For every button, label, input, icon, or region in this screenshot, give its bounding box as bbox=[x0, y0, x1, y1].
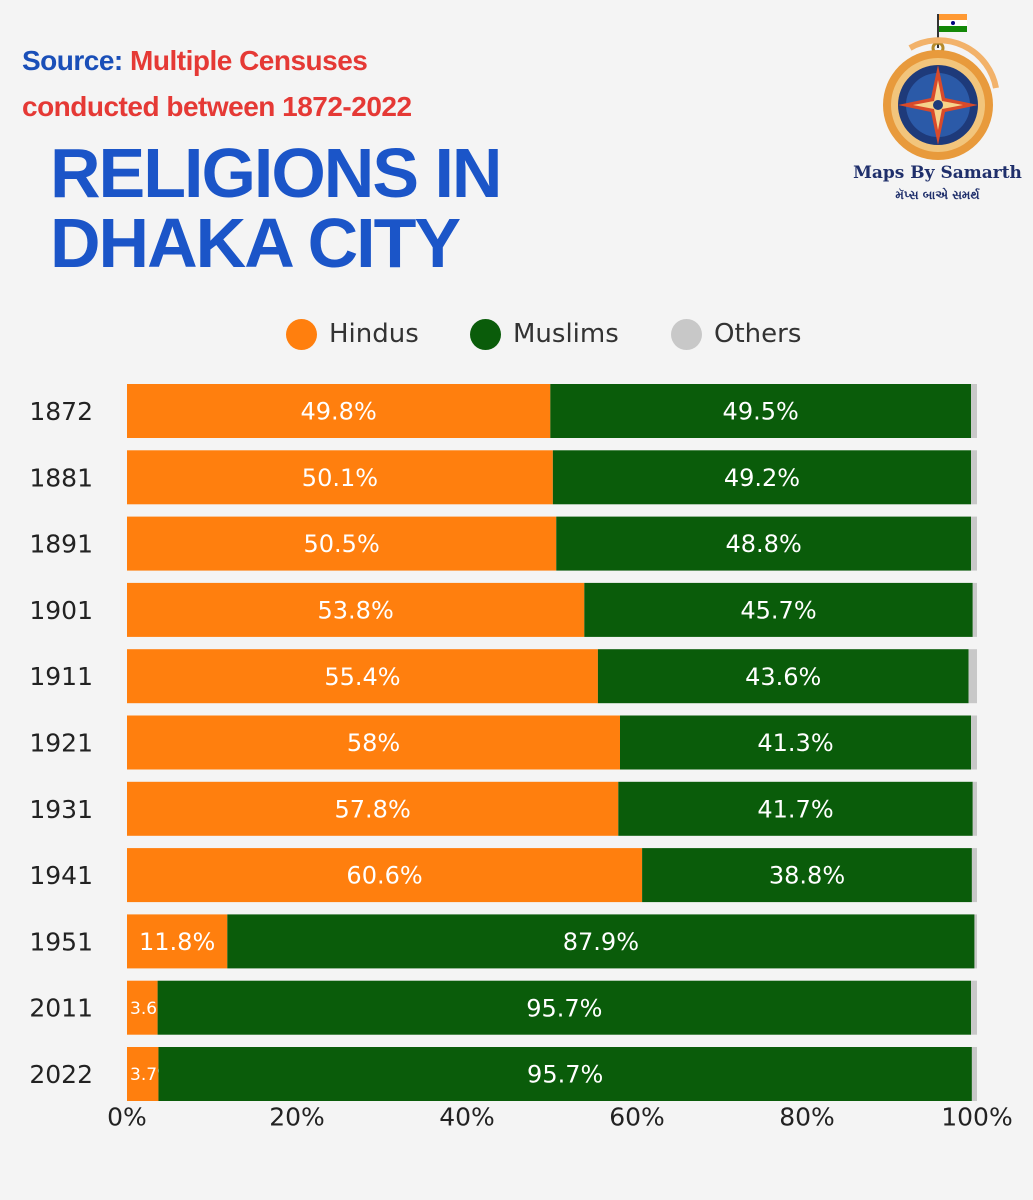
bar-hindus bbox=[127, 582, 585, 637]
bar-hindus bbox=[127, 980, 158, 1035]
bar-muslims bbox=[550, 384, 972, 438]
legend-item-hindus: Hindus bbox=[286, 316, 419, 352]
year-label: 2022 bbox=[29, 1060, 93, 1089]
year-label: 1941 bbox=[29, 861, 93, 890]
chart-title-line1: RELIGIONS IN bbox=[50, 134, 502, 212]
x-tick-label: 40% bbox=[439, 1102, 495, 1131]
bar-muslims bbox=[618, 781, 973, 836]
bar-muslims bbox=[597, 649, 969, 704]
data-label-hindus: 55.4% bbox=[324, 663, 400, 691]
bar-hindus bbox=[127, 516, 557, 571]
bar-muslims bbox=[556, 516, 972, 571]
data-label-hindus: 58% bbox=[347, 729, 400, 757]
x-tick-label: 80% bbox=[779, 1102, 835, 1131]
data-label-hindus: 50.1% bbox=[302, 464, 378, 492]
x-tick-label: 100% bbox=[941, 1102, 1012, 1131]
year-label: 1951 bbox=[29, 927, 93, 956]
data-label-muslims: 41.7% bbox=[757, 795, 833, 823]
bar-muslims bbox=[642, 848, 972, 903]
data-label-muslims: 49.2% bbox=[724, 464, 800, 492]
bar-muslims bbox=[584, 582, 973, 637]
legend-item-muslims: Muslims bbox=[470, 316, 619, 352]
year-label: 1881 bbox=[29, 463, 93, 492]
year-label: 1921 bbox=[29, 729, 93, 758]
bar-hindus bbox=[127, 914, 228, 969]
logo: Maps By Samarth મૅપ્સ બાએ સમર્થ bbox=[850, 8, 1025, 208]
data-label-muslims: 49.5% bbox=[723, 398, 799, 426]
data-label-muslims: 95.7% bbox=[527, 1061, 603, 1089]
x-tick-label: 60% bbox=[609, 1102, 665, 1131]
bar-hindus bbox=[127, 649, 598, 704]
legend-label-others: Others bbox=[714, 319, 802, 349]
chart-title: RELIGIONS IN DHAKA CITY bbox=[50, 138, 690, 278]
bar-muslims bbox=[157, 980, 972, 1035]
stacked-bar-chart: 1872 49.8% 49.5% 1881 50.1% 49.2% 1891 50.5% 48.… bbox=[29, 384, 1013, 1131]
year-label: 1931 bbox=[29, 795, 93, 824]
data-label-muslims: 95.7% bbox=[526, 994, 602, 1022]
bar-hindus bbox=[127, 450, 553, 505]
bar-others bbox=[972, 582, 977, 637]
legend-swatch-hindus bbox=[286, 318, 317, 350]
source-value-line2: conducted between 1872-2022 bbox=[22, 91, 412, 122]
legend-swatch-others bbox=[671, 318, 702, 350]
compass-logo-icon bbox=[883, 14, 999, 160]
data-label-muslims: 38.8% bbox=[769, 862, 845, 890]
bar-others bbox=[974, 914, 977, 969]
bar-others bbox=[971, 1047, 977, 1101]
year-label: 1901 bbox=[29, 596, 93, 625]
data-label-hindus: 49.8% bbox=[301, 398, 377, 426]
legend-label-muslims: Muslims bbox=[513, 319, 619, 349]
source-note: Source: Multiple Censuses conducted betw… bbox=[22, 38, 412, 130]
legend-label-hindus: Hindus bbox=[329, 319, 419, 349]
year-label: 2011 bbox=[29, 994, 93, 1023]
bar-muslims bbox=[552, 450, 972, 505]
bar-hindus bbox=[127, 848, 643, 903]
logo-brand: Maps By Samarth bbox=[853, 163, 1022, 183]
year-label: 1872 bbox=[29, 397, 93, 426]
x-tick-label: 0% bbox=[107, 1102, 147, 1131]
source-value: Multiple Censuses bbox=[130, 45, 368, 76]
bar-muslims bbox=[158, 1047, 972, 1101]
bar-others bbox=[971, 384, 977, 438]
logo-brand-native: મૅપ્સ બાએ સમર્થ bbox=[895, 188, 980, 202]
data-label-muslims: 48.8% bbox=[726, 530, 802, 558]
legend: Hindus Muslims Others bbox=[0, 316, 1033, 352]
data-label-hindus: 60.6% bbox=[346, 862, 422, 890]
data-label-hindus: 50.5% bbox=[304, 530, 380, 558]
bar-muslims bbox=[620, 715, 972, 770]
bar-muslims bbox=[227, 914, 975, 969]
bar-others bbox=[971, 980, 977, 1035]
data-label-muslims: 41.3% bbox=[757, 729, 833, 757]
data-label-hindus: 53.8% bbox=[318, 597, 394, 625]
year-label: 1911 bbox=[29, 662, 93, 691]
bar-others bbox=[971, 516, 977, 571]
bar-others bbox=[971, 450, 977, 505]
chart-title-line2: DHAKA CITY bbox=[50, 204, 461, 282]
legend-swatch-muslims bbox=[470, 318, 501, 350]
source-label: Source: bbox=[22, 45, 123, 76]
bar-hindus bbox=[127, 781, 619, 836]
data-label-muslims: 45.7% bbox=[740, 597, 816, 625]
year-label: 1891 bbox=[29, 530, 93, 559]
bar-others bbox=[971, 848, 977, 903]
data-label-hindus: 57.8% bbox=[335, 795, 411, 823]
legend-item-others: Others bbox=[671, 316, 801, 352]
bar-hindus bbox=[127, 384, 551, 438]
bar-others bbox=[972, 781, 977, 836]
bar-others bbox=[971, 715, 977, 770]
data-label-muslims: 43.6% bbox=[745, 663, 821, 691]
bar-others bbox=[968, 649, 977, 704]
x-tick-label: 20% bbox=[269, 1102, 325, 1131]
bar-hindus bbox=[127, 1047, 159, 1101]
bar-hindus bbox=[127, 715, 620, 770]
data-label-muslims: 87.9% bbox=[563, 928, 639, 956]
data-label-hindus: 11.8% bbox=[139, 928, 215, 956]
